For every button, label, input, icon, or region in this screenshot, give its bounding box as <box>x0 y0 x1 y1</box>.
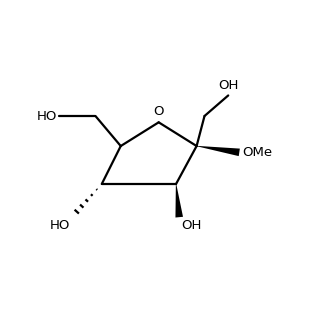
Text: OH: OH <box>181 219 201 232</box>
Text: OH: OH <box>218 79 238 92</box>
Polygon shape <box>197 146 240 156</box>
Text: HO: HO <box>37 110 57 122</box>
Text: OMe: OMe <box>242 146 272 159</box>
Text: O: O <box>153 105 164 117</box>
Text: HO: HO <box>50 219 70 232</box>
Polygon shape <box>176 184 183 217</box>
